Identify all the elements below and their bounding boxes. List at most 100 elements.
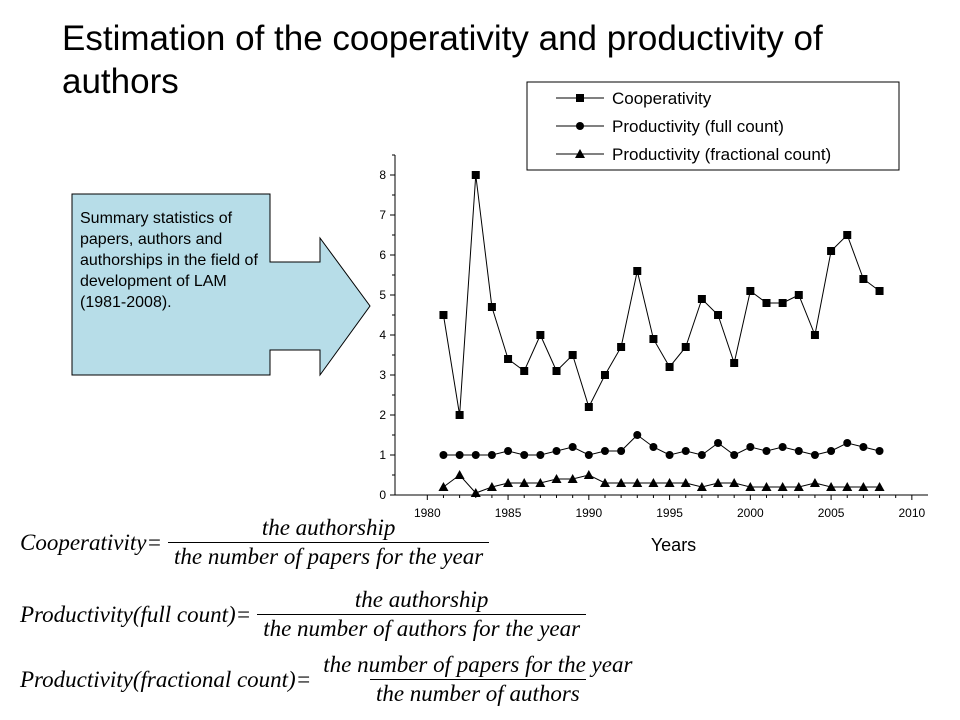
- data-point: [681, 447, 690, 455]
- data-point: [633, 431, 642, 439]
- x-axis-label: Years: [651, 535, 696, 555]
- y-tick-label: 7: [379, 208, 386, 222]
- legend-marker: [576, 122, 584, 130]
- data-point: [794, 291, 803, 299]
- data-point: [730, 359, 739, 367]
- data-point: [696, 482, 707, 491]
- series-square: [439, 171, 884, 419]
- data-point: [583, 470, 594, 479]
- formula-numerator: the authorship: [354, 587, 489, 612]
- x-tick-label: 1980: [414, 506, 441, 520]
- data-point: [568, 351, 577, 359]
- data-point: [504, 355, 513, 363]
- data-point: [827, 247, 836, 255]
- series-line: [443, 474, 880, 494]
- data-point: [794, 447, 803, 455]
- data-point: [778, 299, 787, 307]
- data-point: [438, 482, 449, 491]
- data-point: [536, 451, 545, 459]
- formula-denominator: the number of papers for the year: [168, 542, 490, 570]
- y-tick-label: 5: [379, 288, 386, 302]
- data-point: [745, 482, 756, 491]
- slide-title: Estimation of the cooperativity and prod…: [62, 19, 823, 101]
- x-tick-label: 2000: [737, 506, 764, 520]
- data-point: [714, 439, 723, 447]
- data-point: [487, 451, 496, 459]
- data-point: [793, 482, 804, 491]
- series-triangle: [438, 470, 885, 497]
- y-tick-label: 0: [379, 488, 386, 502]
- data-point: [616, 478, 627, 487]
- data-point: [664, 478, 675, 487]
- formula-denominator: the number of authors for the year: [257, 614, 587, 642]
- data-point: [697, 295, 706, 303]
- legend-label: Cooperativity: [612, 89, 712, 108]
- series-line: [442, 174, 880, 416]
- data-point: [584, 403, 593, 411]
- data-point: [552, 367, 561, 375]
- data-point: [633, 267, 642, 275]
- formula-cooperativity: Cooperativity= the authorship the number…: [20, 515, 490, 570]
- data-point: [746, 287, 755, 295]
- data-point: [762, 299, 771, 307]
- data-point: [810, 451, 819, 459]
- data-point: [843, 439, 852, 447]
- data-point: [486, 482, 497, 491]
- data-point: [730, 451, 739, 459]
- formula-numerator: the number of papers for the year: [323, 652, 633, 677]
- y-tick-label: 3: [379, 368, 386, 382]
- data-point: [617, 343, 626, 351]
- data-point: [681, 343, 690, 351]
- data-point: [520, 451, 529, 459]
- data-point: [697, 451, 706, 459]
- data-point: [648, 478, 659, 487]
- data-point: [649, 443, 658, 451]
- chart-legend: Cooperativity Productivity (full count) Pr…: [526, 81, 900, 171]
- legend-label: Productivity (fractional count): [612, 145, 831, 164]
- data-point: [455, 451, 464, 459]
- series-line: [443, 434, 880, 456]
- formula-denominator: the number of authors: [369, 679, 586, 707]
- x-tick-label: 1995: [656, 506, 683, 520]
- data-point: [729, 478, 740, 487]
- data-point: [665, 363, 674, 371]
- formula-fraction: the number of papers for the year the nu…: [317, 652, 638, 707]
- data-point: [584, 451, 593, 459]
- x-tick-label: 1985: [495, 506, 522, 520]
- data-point: [454, 470, 465, 479]
- data-point: [552, 447, 561, 455]
- data-point: [470, 488, 481, 497]
- data-point: [874, 482, 885, 491]
- y-tick-label: 8: [379, 168, 386, 182]
- formula-lhs: Productivity(fractional count)=: [20, 666, 312, 692]
- data-point: [600, 371, 609, 379]
- formula-fraction: the authorship the number of authors for…: [257, 587, 587, 642]
- data-point: [649, 335, 658, 343]
- data-point: [551, 474, 562, 483]
- formula-fraction: the authorship the number of papers for …: [168, 515, 490, 570]
- data-point: [471, 451, 480, 459]
- data-point: [761, 482, 772, 491]
- data-point: [520, 367, 529, 375]
- y-tick-label: 4: [379, 328, 386, 342]
- data-point: [826, 482, 837, 491]
- formula-productivity-fractional: Productivity(fractional count)= the numb…: [20, 652, 638, 707]
- data-point: [439, 451, 448, 459]
- formula-lhs: Cooperativity=: [20, 529, 162, 555]
- callout-arrow-outline: [71, 193, 371, 377]
- data-point: [875, 447, 884, 455]
- data-point: [519, 478, 530, 487]
- data-point: [843, 231, 852, 239]
- legend-marker: [576, 94, 584, 102]
- y-tick-label: 1: [379, 448, 386, 462]
- data-point: [714, 311, 723, 319]
- series-circle: [439, 431, 884, 459]
- x-tick-label: 2005: [818, 506, 845, 520]
- data-point: [762, 447, 771, 455]
- data-point: [600, 447, 609, 455]
- data-point: [859, 275, 868, 283]
- data-point: [617, 447, 626, 455]
- data-point: [875, 287, 884, 295]
